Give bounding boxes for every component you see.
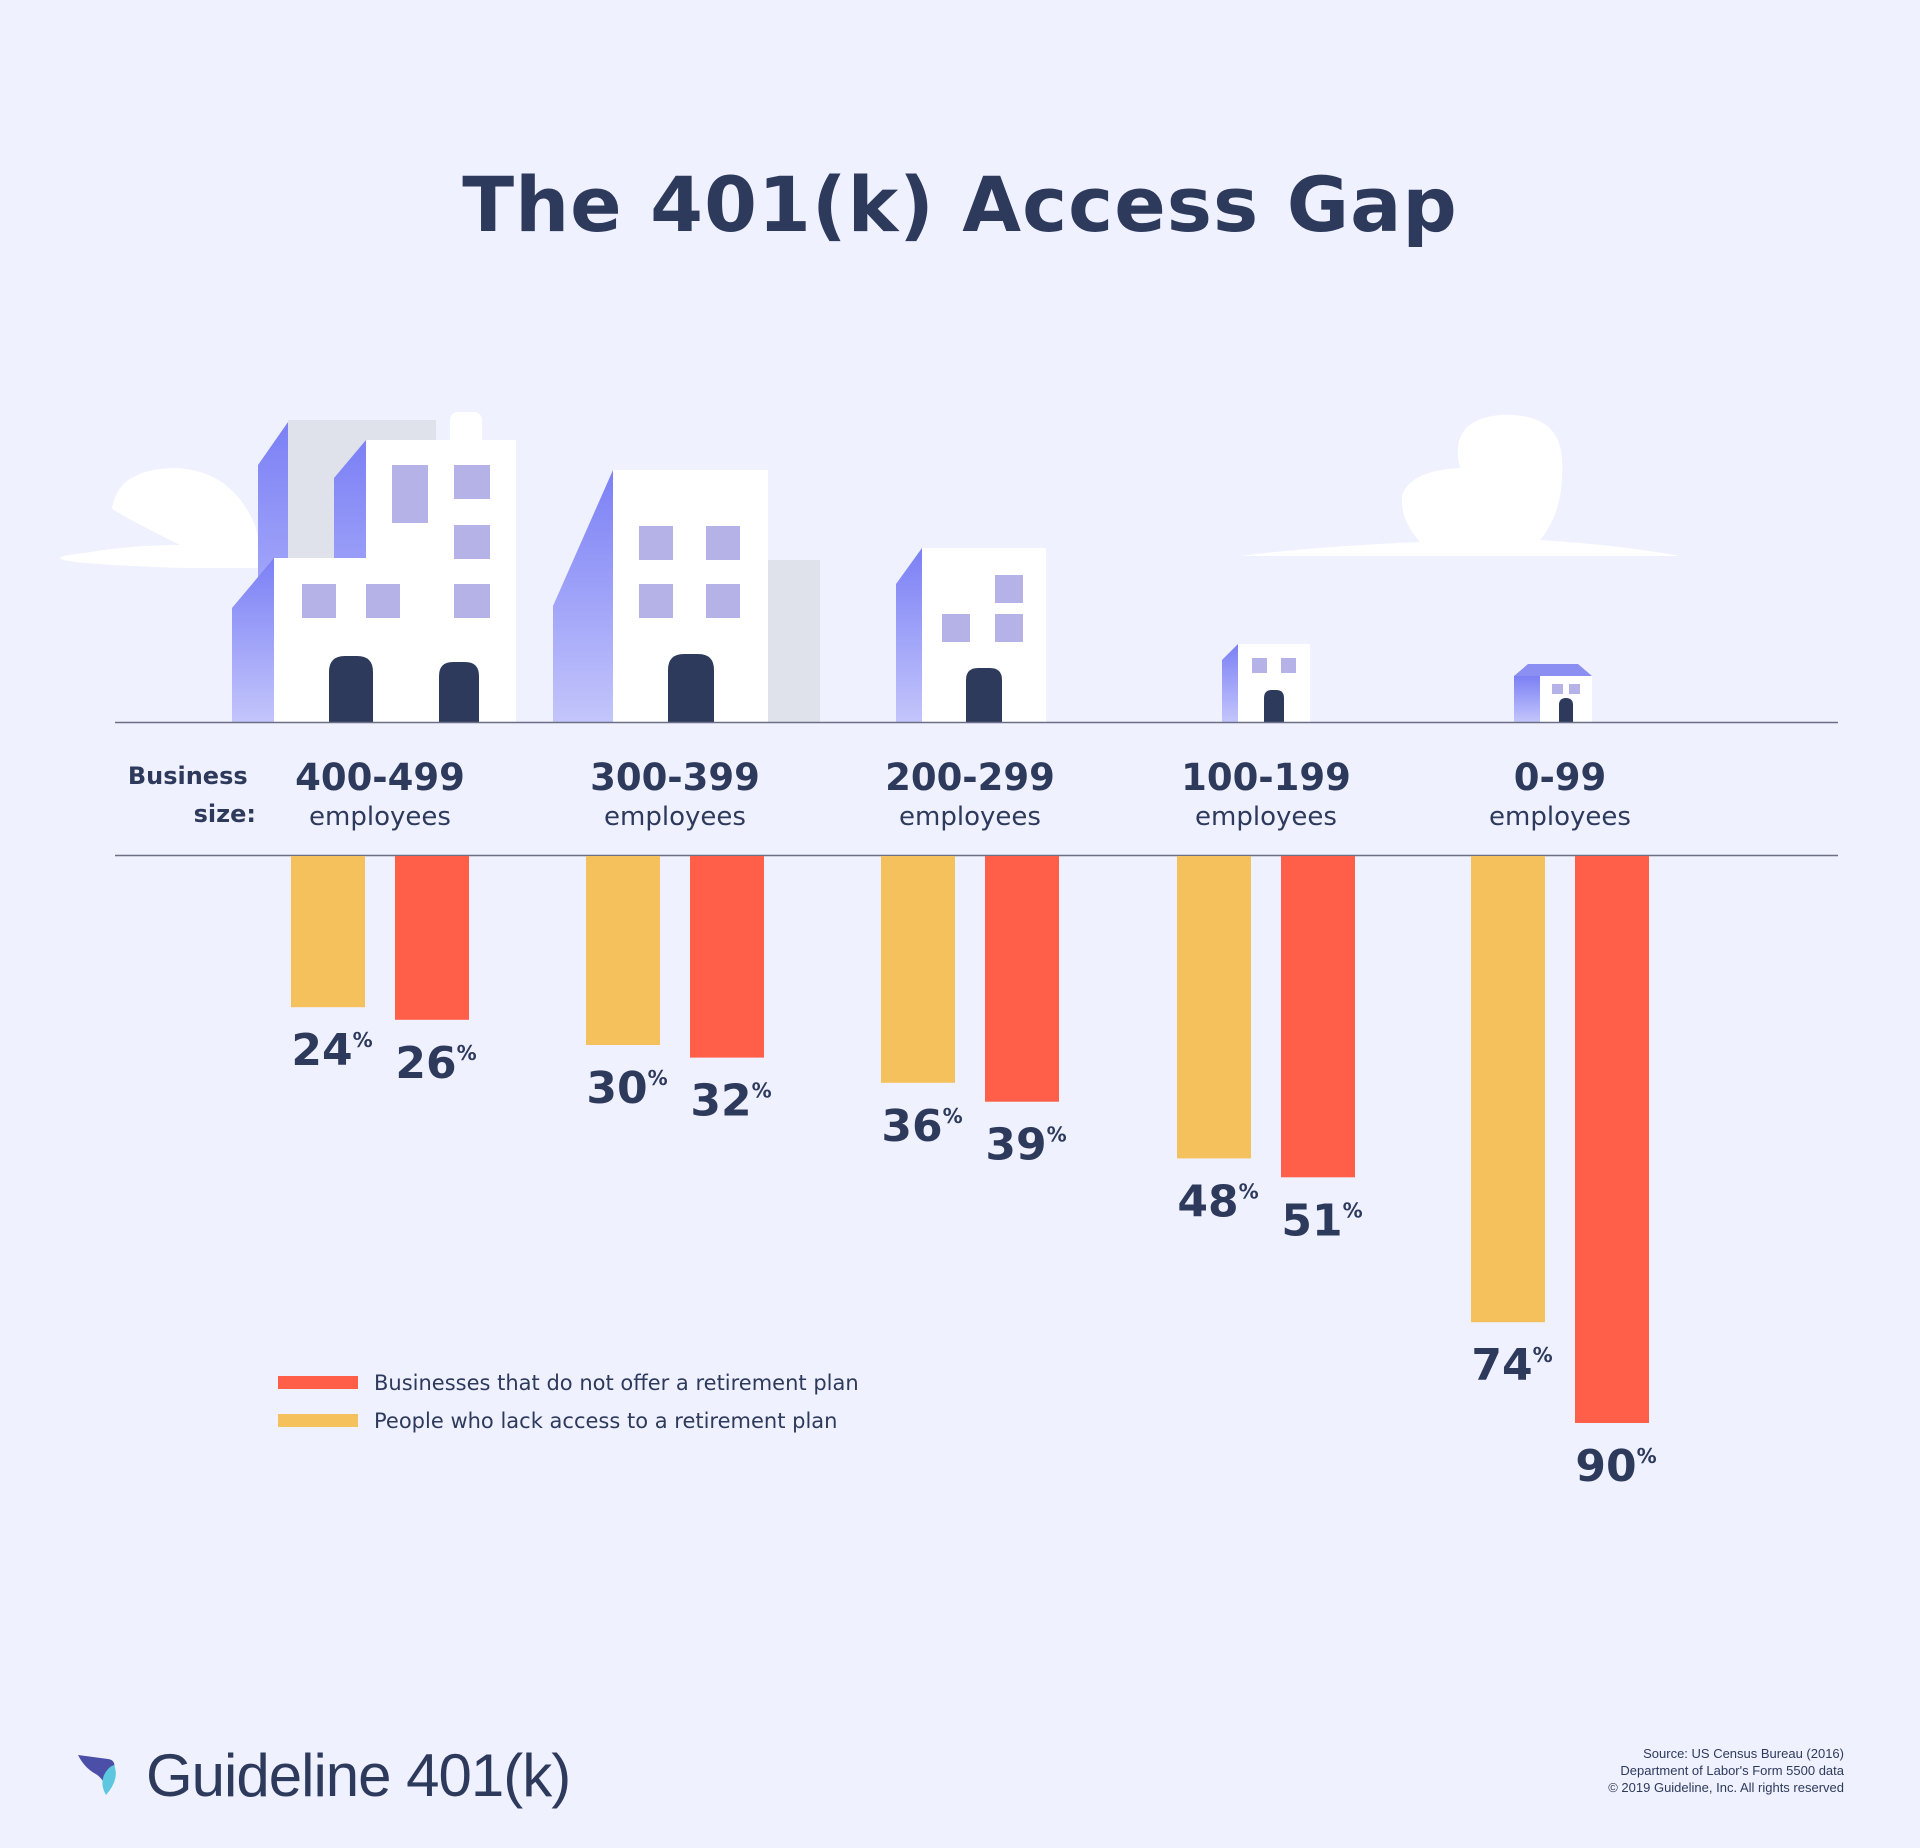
data-label: 48% [1177, 1176, 1258, 1227]
data-label: 36% [881, 1101, 962, 1152]
category-unit-label: employees [604, 802, 746, 832]
value-labels: 24% 30% 36% 48% 74% 26% 32% 39% 51% 90% [291, 1025, 1656, 1492]
bar [1177, 856, 1251, 1159]
category-range-label: 200-299 [885, 756, 1055, 799]
category-unit-label: employees [1195, 802, 1337, 832]
bars [291, 856, 1649, 1423]
data-label: 90% [1575, 1441, 1656, 1492]
page-title: The 401(k) Access Gap [462, 160, 1458, 249]
guideline-logo-icon [78, 1755, 116, 1795]
data-label: 39% [985, 1120, 1066, 1171]
bar [690, 856, 764, 1058]
legend-swatch [278, 1414, 358, 1427]
source-line: Source: US Census Bureau (2016) [1643, 1746, 1844, 1761]
data-label: 24% [291, 1025, 372, 1076]
data-label: 51% [1281, 1195, 1362, 1246]
mid-office-building-illustration [553, 470, 820, 722]
data-label: 30% [586, 1063, 667, 1114]
business-size-label: Business size: [128, 762, 256, 828]
brand-logo: Guideline 401(k) [76, 1740, 571, 1810]
brand-name: Guideline 401(k) [146, 1741, 571, 1809]
legend-swatch [278, 1376, 358, 1389]
house-illustration [1514, 664, 1592, 722]
large-office-building-illustration [232, 412, 516, 722]
data-label: 74% [1471, 1340, 1552, 1391]
bar [881, 856, 955, 1083]
legend-label: Businesses that do not offer a retiremen… [374, 1371, 859, 1395]
business-size-label-line2: size: [194, 800, 256, 828]
bar [1281, 856, 1355, 1178]
category-range-label: 300-399 [590, 756, 760, 799]
source-line: Department of Labor's Form 5500 data [1620, 1763, 1844, 1778]
small-office-building-illustration [896, 548, 1046, 722]
category-unit-label: employees [899, 802, 1041, 832]
cloud-right-illustration [1240, 414, 1680, 556]
bar [395, 856, 469, 1020]
legend-label: People who lack access to a retirement p… [374, 1409, 837, 1433]
bar [1471, 856, 1545, 1323]
category-range-label: 0-99 [1514, 756, 1607, 799]
business-size-label-line1: Business [128, 762, 248, 790]
bar [985, 856, 1059, 1102]
category-range-label: 100-199 [1181, 756, 1351, 799]
category-labels: 400-499employees300-399employees200-299e… [295, 756, 1631, 832]
source-notes: Source: US Census Bureau (2016) Departme… [1244, 1745, 1844, 1796]
small-building-illustration [1222, 644, 1310, 722]
bar [291, 856, 365, 1008]
category-unit-label: employees [1489, 802, 1631, 832]
copyright-line: © 2019 Guideline, Inc. All rights reserv… [1608, 1780, 1844, 1795]
category-range-label: 400-499 [295, 756, 465, 799]
category-unit-label: employees [309, 802, 451, 832]
legend: Businesses that do not offer a retiremen… [278, 1371, 859, 1433]
bar [586, 856, 660, 1045]
data-label: 32% [690, 1076, 771, 1127]
bar [1575, 856, 1649, 1423]
data-label: 26% [395, 1038, 476, 1089]
